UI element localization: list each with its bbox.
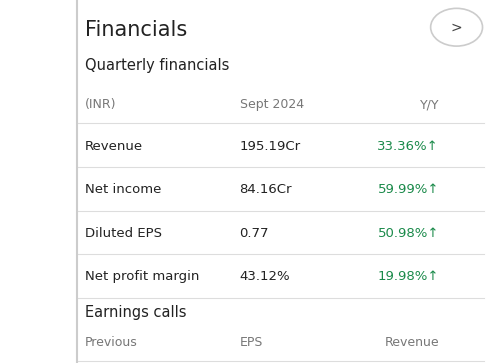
- Circle shape: [431, 8, 483, 46]
- Text: 43.12%: 43.12%: [240, 270, 290, 284]
- Text: Financials: Financials: [85, 20, 187, 40]
- Text: 84.16Cr: 84.16Cr: [240, 183, 292, 196]
- Text: Sept 2024: Sept 2024: [240, 98, 304, 111]
- Text: Revenue: Revenue: [385, 336, 439, 349]
- Text: Previous: Previous: [85, 336, 138, 349]
- Text: 33.36%↑: 33.36%↑: [377, 140, 439, 153]
- Text: EPS: EPS: [240, 336, 263, 349]
- Text: Net income: Net income: [85, 183, 161, 196]
- Text: 50.98%↑: 50.98%↑: [378, 227, 439, 240]
- Text: 59.99%↑: 59.99%↑: [378, 183, 439, 196]
- Text: Y/Y: Y/Y: [420, 98, 439, 111]
- Text: Revenue: Revenue: [85, 140, 143, 153]
- Text: (INR): (INR): [85, 98, 116, 111]
- Text: Diluted EPS: Diluted EPS: [85, 227, 162, 240]
- Text: Earnings calls: Earnings calls: [85, 305, 186, 320]
- Text: Net profit margin: Net profit margin: [85, 270, 199, 284]
- Text: 19.98%↑: 19.98%↑: [378, 270, 439, 284]
- Text: 195.19Cr: 195.19Cr: [240, 140, 300, 153]
- Text: >: >: [451, 20, 463, 34]
- Text: 0.77: 0.77: [240, 227, 269, 240]
- Text: Quarterly financials: Quarterly financials: [85, 58, 229, 73]
